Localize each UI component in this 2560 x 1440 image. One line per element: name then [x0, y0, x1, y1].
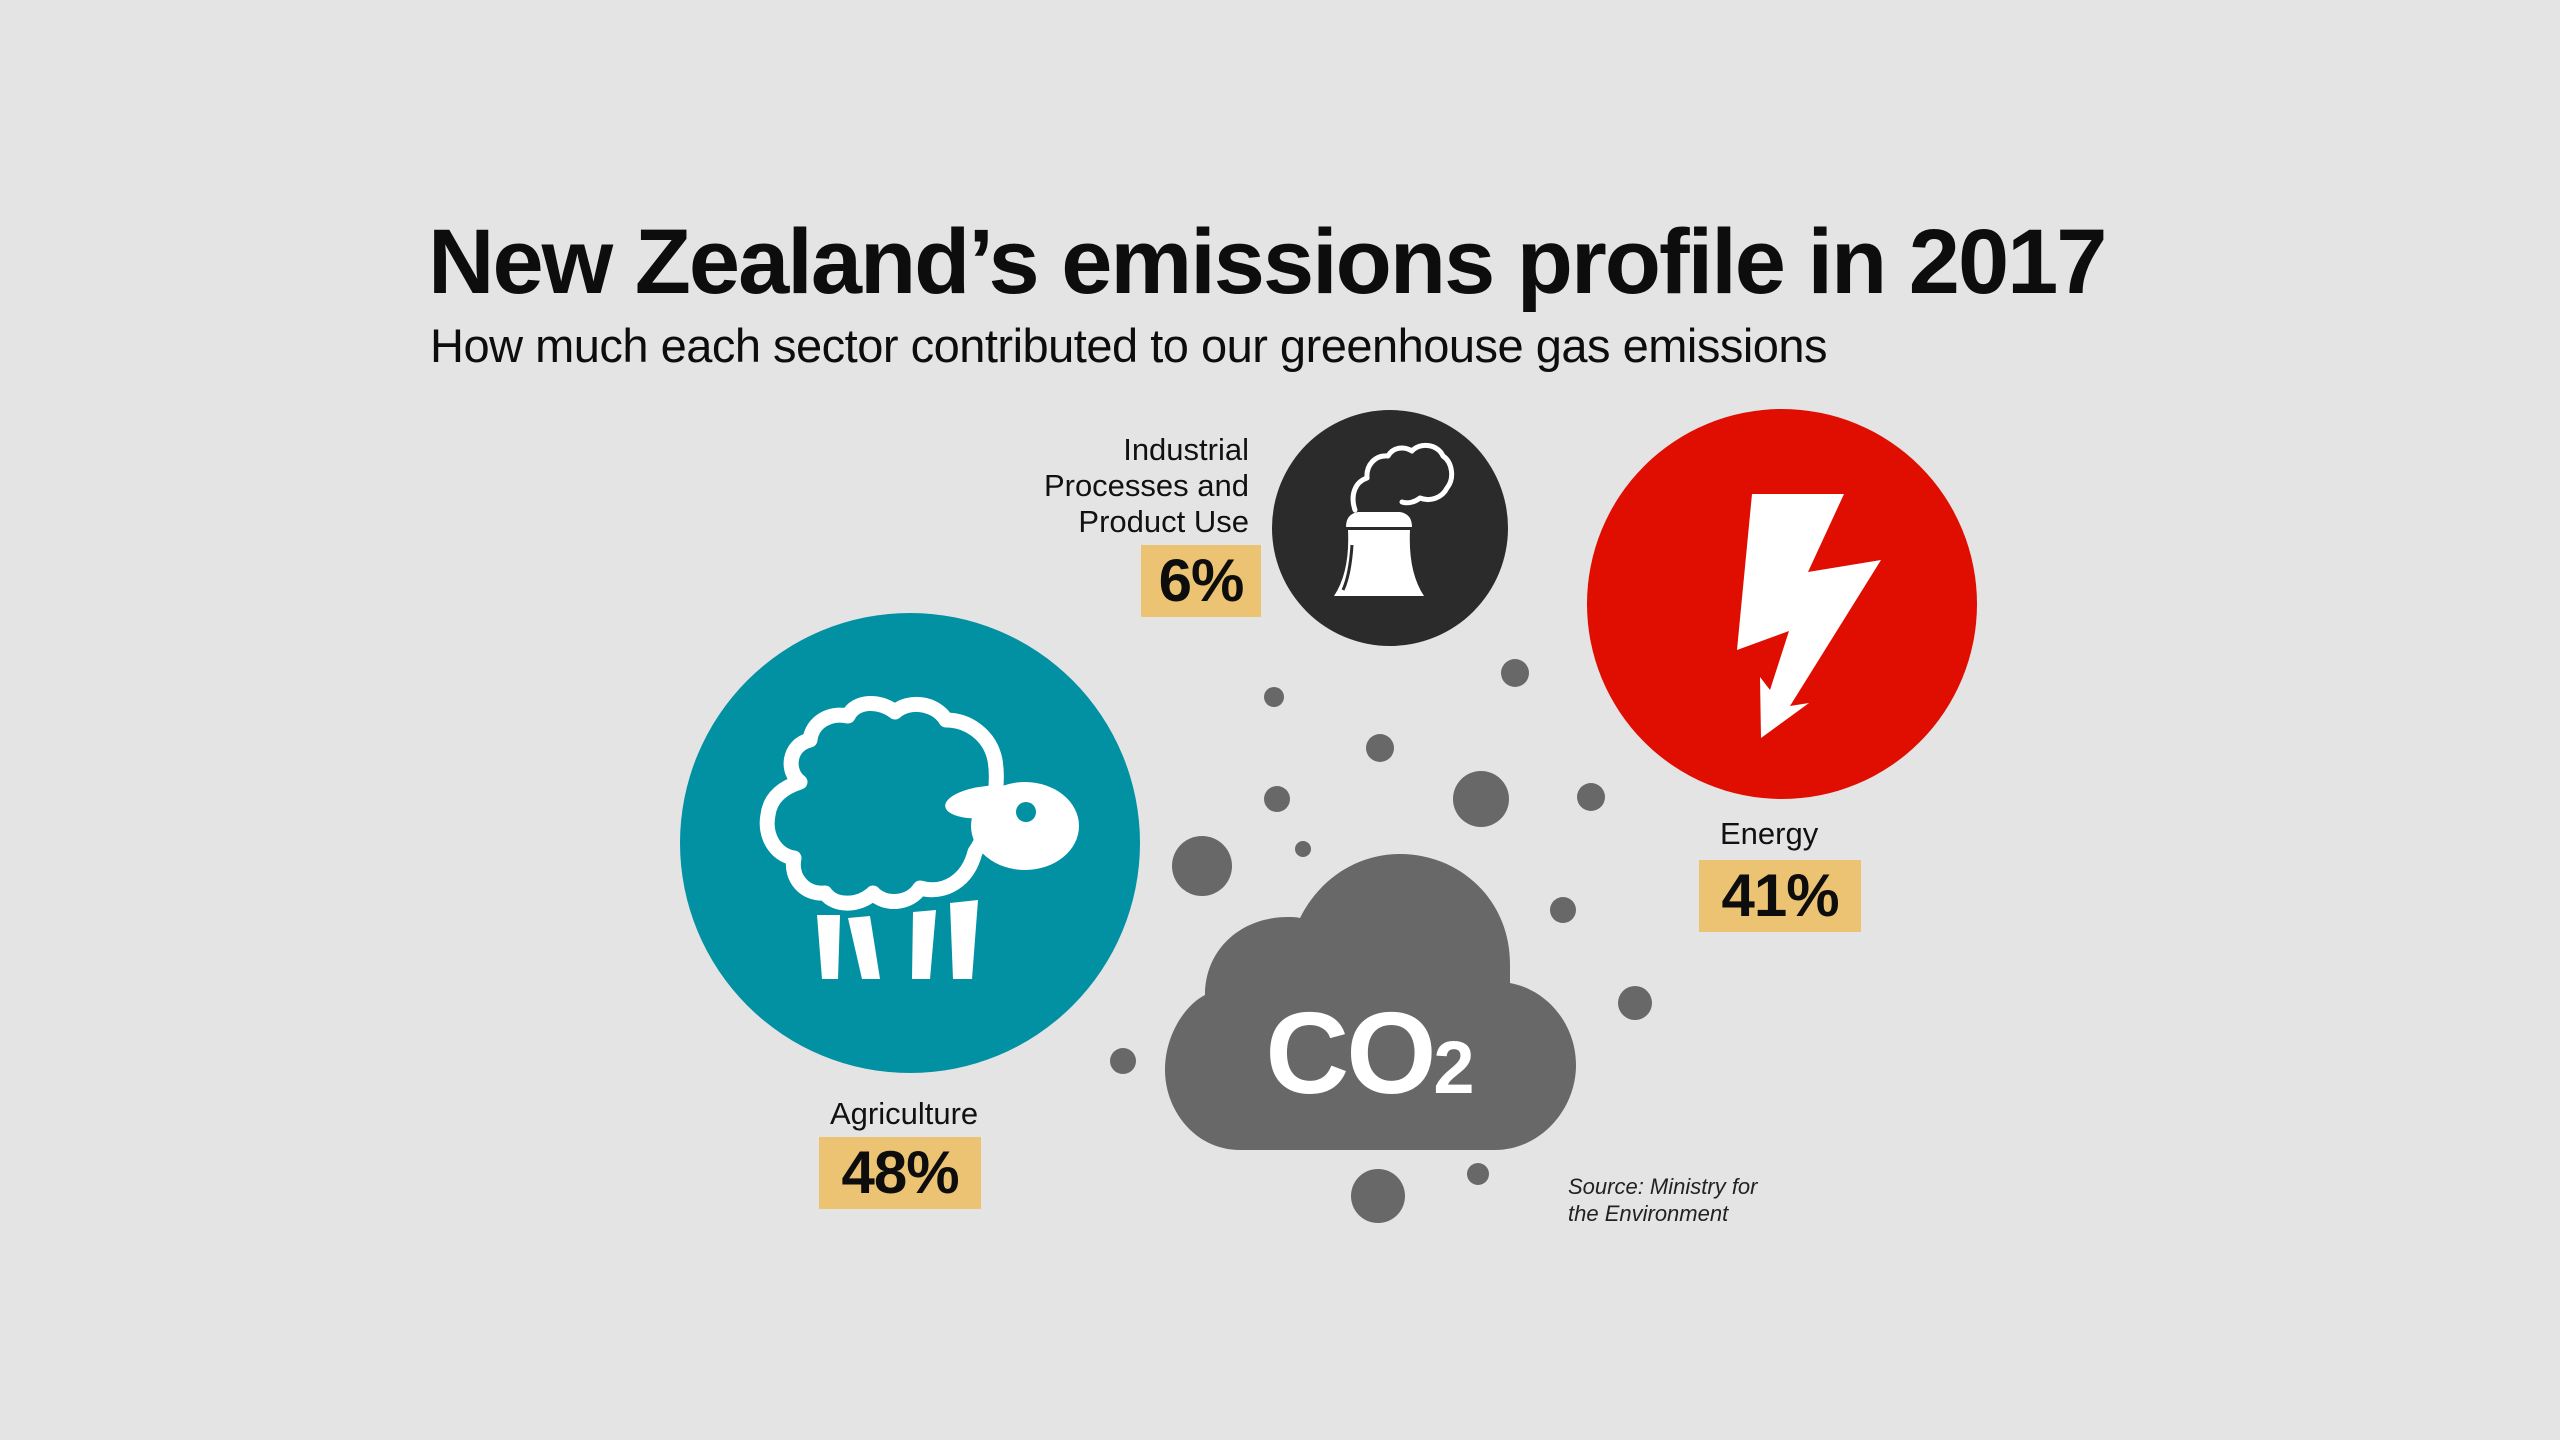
source-line-2: the Environment: [1568, 1201, 1729, 1226]
agriculture-label: Agriculture: [830, 1096, 979, 1131]
page-title: New Zealand’s emissions profile in 2017: [428, 211, 2107, 313]
agriculture-circle: [680, 613, 1140, 1073]
agriculture-percent-badge: 48%: [819, 1137, 981, 1209]
source-note: Source: Ministry for the Environment: [1568, 1173, 1758, 1227]
source-line-1: Source: Ministry for: [1568, 1174, 1758, 1199]
energy-label: Energy: [1720, 816, 1819, 851]
factory-smoke-icon: [1334, 442, 1455, 596]
industrial-label: Industrial Processes and Product Use: [1044, 432, 1249, 540]
co2-subscript: 2: [1433, 1026, 1475, 1109]
industrial-label-line-2: Processes and: [1043, 468, 1249, 503]
sheep-icon: [759, 696, 1079, 979]
page-subtitle: How much each sector contributed to our …: [430, 319, 1828, 372]
co2-label: CO2: [1240, 995, 1500, 1123]
industrial-circle: [1272, 410, 1508, 646]
industrial-label-line-1: Industrial: [1123, 432, 1249, 467]
energy-circle: [1587, 409, 1977, 799]
industrial-label-line-3: Product Use: [1078, 504, 1249, 539]
industrial-percent-badge: 6%: [1141, 545, 1261, 617]
co2-cloud-icon: [1165, 854, 1576, 1150]
lightning-bolt-icon: [1737, 494, 1881, 738]
co2-text: CO: [1265, 988, 1436, 1118]
bubbles: [1110, 659, 1652, 1223]
energy-percent-badge: 41%: [1699, 860, 1861, 932]
